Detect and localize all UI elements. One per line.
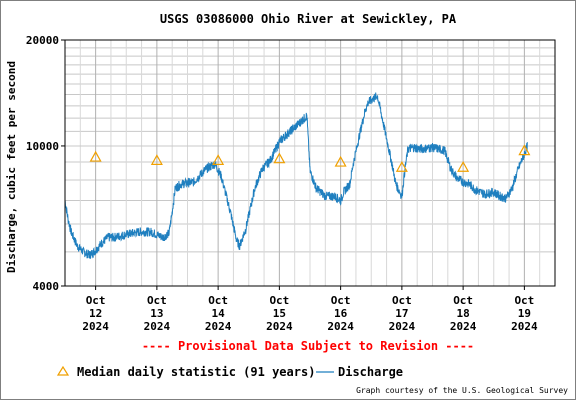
- y-axis-label: Discharge, cubic feet per second: [5, 61, 18, 273]
- x-tick-label: Oct: [514, 294, 534, 307]
- median-triangle-icon: [518, 144, 531, 156]
- x-tick-label: 2024: [511, 320, 538, 333]
- x-tick-label: 2024: [144, 320, 171, 333]
- median-triangle-icon: [334, 155, 347, 167]
- median-triangle-icon: [395, 160, 408, 172]
- median-triangle-icon: [457, 160, 470, 172]
- x-tick-label: 2024: [389, 320, 416, 333]
- median-triangle-icon: [212, 154, 225, 165]
- median-triangle-icon: [150, 154, 163, 165]
- median-triangle-icon: [89, 150, 102, 162]
- x-tick-label: 2024: [327, 320, 354, 333]
- x-tick-label: Oct: [147, 294, 167, 307]
- x-tick-label: 17: [395, 307, 408, 320]
- legend-median-label: Median daily statistic (91 years): [77, 365, 315, 379]
- x-tick-label: 12: [89, 307, 102, 320]
- x-axis-ticks: Oct122024Oct132024Oct142024Oct152024Oct1…: [82, 286, 538, 333]
- y-tick-label: 10000: [26, 140, 59, 153]
- x-tick-label: 2024: [205, 320, 232, 333]
- x-tick-label: 13: [150, 307, 163, 320]
- legend-median-triangle-icon: [56, 365, 70, 376]
- credit-text: Graph courtesy of the U.S. Geological Su…: [356, 386, 568, 395]
- series-layer: [64, 92, 531, 259]
- x-tick-label: 16: [334, 307, 348, 320]
- x-tick-label: 14: [212, 307, 226, 320]
- x-tick-label: Oct: [331, 294, 351, 307]
- provisional-notice: ---- Provisional Data Subject to Revisio…: [142, 339, 474, 353]
- discharge-line: [64, 92, 528, 259]
- y-tick-label: 4000: [33, 280, 60, 293]
- y-axis-ticks: 20000 10000 4000: [26, 34, 65, 293]
- x-tick-label: 2024: [82, 320, 109, 333]
- x-tick-label: Oct: [392, 294, 412, 307]
- median-triangle-icon: [273, 152, 286, 164]
- x-tick-label: Oct: [269, 294, 289, 307]
- legend-discharge-label: Discharge: [338, 365, 403, 379]
- plot-border: [64, 39, 556, 287]
- x-tick-label: 2024: [450, 320, 477, 333]
- chart-title: USGS 03086000 Ohio River at Sewickley, P…: [160, 12, 457, 26]
- x-tick-label: 18: [457, 307, 470, 320]
- legend: Median daily statistic (91 years) Discha…: [56, 365, 403, 379]
- x-tick-label: Oct: [453, 294, 473, 307]
- x-tick-label: 15: [273, 307, 286, 320]
- x-tick-label: 19: [518, 307, 531, 320]
- y-tick-label: 20000: [26, 34, 59, 47]
- x-tick-label: 2024: [266, 320, 293, 333]
- x-tick-label: Oct: [86, 294, 106, 307]
- minor-gridlines: [64, 40, 556, 286]
- x-tick-label: Oct: [208, 294, 228, 307]
